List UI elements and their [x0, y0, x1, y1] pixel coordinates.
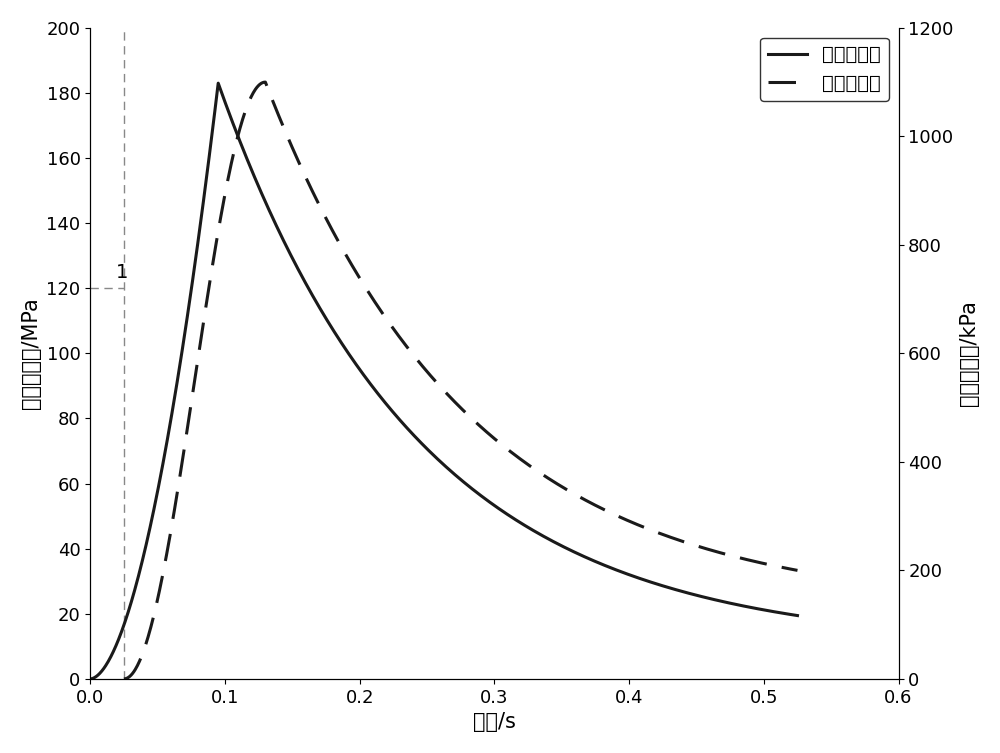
高压室压力 [183, 299, 195, 308]
低压室压力 [193, 346, 205, 355]
低压室压力 [595, 504, 607, 513]
高压室压力 [84, 675, 96, 684]
低压室压力 [259, 78, 271, 87]
低压室压力 [118, 675, 130, 684]
X-axis label: 时间/s: 时间/s [473, 712, 516, 732]
高压室压力 [791, 611, 803, 620]
高压室压力 [152, 483, 164, 492]
低压室压力 [227, 150, 239, 159]
Text: 1: 1 [116, 264, 128, 282]
Y-axis label: 低压室压力/kPa: 低压室压力/kPa [959, 300, 979, 407]
高压室压力 [578, 552, 590, 561]
Legend: 高压室压力, 低压室压力: 高压室压力, 低压室压力 [760, 38, 889, 101]
Line: 高压室压力: 高压室压力 [90, 83, 797, 679]
低压室压力 [527, 464, 539, 473]
Line: 低压室压力: 低压室压力 [124, 82, 797, 679]
高压室压力 [436, 459, 448, 468]
低压室压力 [465, 413, 477, 422]
高压室压力 [504, 511, 516, 520]
低压室压力 [355, 276, 367, 285]
高压室压力 [212, 78, 224, 87]
高压室压力 [317, 309, 329, 318]
Y-axis label: 高压室压力/MPa: 高压室压力/MPa [21, 297, 41, 409]
低压室压力 [791, 566, 803, 575]
